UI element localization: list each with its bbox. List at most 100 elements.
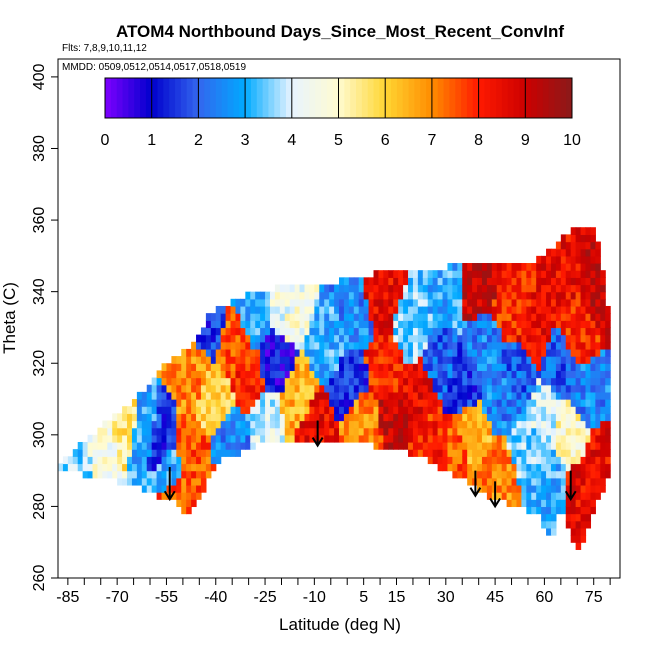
heatmap-cell [368,384,375,393]
heatmap-cell [595,377,601,386]
heatmap-cell [245,356,251,364]
heatmap-cell [200,456,207,465]
heatmap-cell [225,348,232,357]
heatmap-cell [358,434,365,443]
heatmap-cell [496,470,503,479]
heatmap-cell [398,320,404,329]
heatmap-cell [546,248,552,257]
heatmap-cell [585,384,592,393]
heatmap-cell [541,356,547,364]
heatmap-cell [339,434,345,443]
heatmap-cell [565,334,572,343]
heatmap-cell [260,434,266,443]
heatmap-cell [398,341,404,350]
heatmap-cell [570,427,577,436]
heatmap-cell [570,449,577,457]
heatmap-cell [205,406,212,414]
heatmap-cell [284,298,291,307]
heatmap-cell [437,384,444,393]
heatmap-cell [462,298,468,307]
y-axis-title: Theta (C) [0,282,19,354]
heatmap-cell [496,384,503,393]
heatmap-cell [580,456,587,465]
heatmap-cell [457,291,463,300]
heatmap-cell [580,420,587,429]
heatmap-cell [496,277,503,286]
colorbar-segment [140,78,147,118]
heatmap-cell [97,434,103,443]
heatmap-cell [432,305,439,314]
heatmap-cell [368,320,375,329]
heatmap-cell [245,334,251,343]
heatmap-cell [368,413,375,422]
heatmap-cell [181,391,187,400]
colorbar-tick-label: 9 [521,132,530,149]
heatmap-cell [526,470,532,479]
heatmap-cell [590,427,596,436]
heatmap-cell [146,391,153,400]
heatmap-cell [131,456,138,465]
heatmap-cell [541,298,547,307]
heatmap-cell [565,363,572,371]
heatmap-cell [146,456,153,465]
heatmap-cell [274,334,281,343]
heatmap-cell [339,284,345,293]
heatmap-cell [378,284,384,293]
heatmap-cell [181,484,187,493]
arrow-head [489,497,501,509]
heatmap-cell [565,356,572,364]
heatmap-cell [398,363,404,371]
heatmap-cell [452,356,458,364]
heatmap-cell [516,499,522,508]
heatmap-cell [97,427,103,436]
colorbar-segment [169,78,176,118]
heatmap-cell [294,399,301,407]
heatmap-cell [309,420,315,429]
heatmap-cell [230,441,237,450]
heatmap-cell [555,263,562,271]
heatmap-cell [467,313,473,321]
heatmap-cell [107,456,113,465]
heatmap-cell [575,377,582,386]
heatmap-cell [127,413,133,422]
heatmap-cell [550,377,557,386]
heatmap-cell [555,241,562,250]
heatmap-cell [590,284,596,293]
heatmap-cell [274,384,281,393]
heatmap-cell [570,348,577,357]
heatmap-cell [378,298,384,307]
heatmap-cell [555,270,562,278]
heatmap-cell [585,506,592,515]
heatmap-cell [570,477,577,486]
heatmap-cell [289,313,296,321]
heatmap-cell [531,456,537,465]
heatmap-cell [398,399,404,407]
heatmap-cell [560,484,567,493]
heatmap-cell [215,456,222,465]
heatmap-cell [511,356,518,364]
heatmap-cell [491,384,498,393]
heatmap-cell [521,313,527,321]
heatmap-cell [442,434,449,443]
heatmap-cell [437,284,444,293]
colorbar-segment [566,78,573,118]
heatmap-cell [531,270,537,278]
heatmap-cell [196,356,202,364]
heatmap-cell [511,363,518,371]
heatmap-cell [112,470,118,479]
heatmap-cell [299,334,306,343]
heatmap-cell [417,406,424,414]
heatmap-cell [536,477,542,486]
heatmap-cell [358,377,365,386]
heatmap-cell [575,341,582,350]
heatmap-cell [600,477,606,486]
heatmap-cell [585,370,592,379]
heatmap-cell [501,391,508,400]
heatmap-cell [294,434,301,443]
heatmap-cell [575,520,582,529]
heatmap-cell [555,334,562,343]
heatmap-cell [595,327,601,336]
heatmap-cell [486,420,493,429]
heatmap-cell [481,391,488,400]
heatmap-cell [457,449,463,457]
